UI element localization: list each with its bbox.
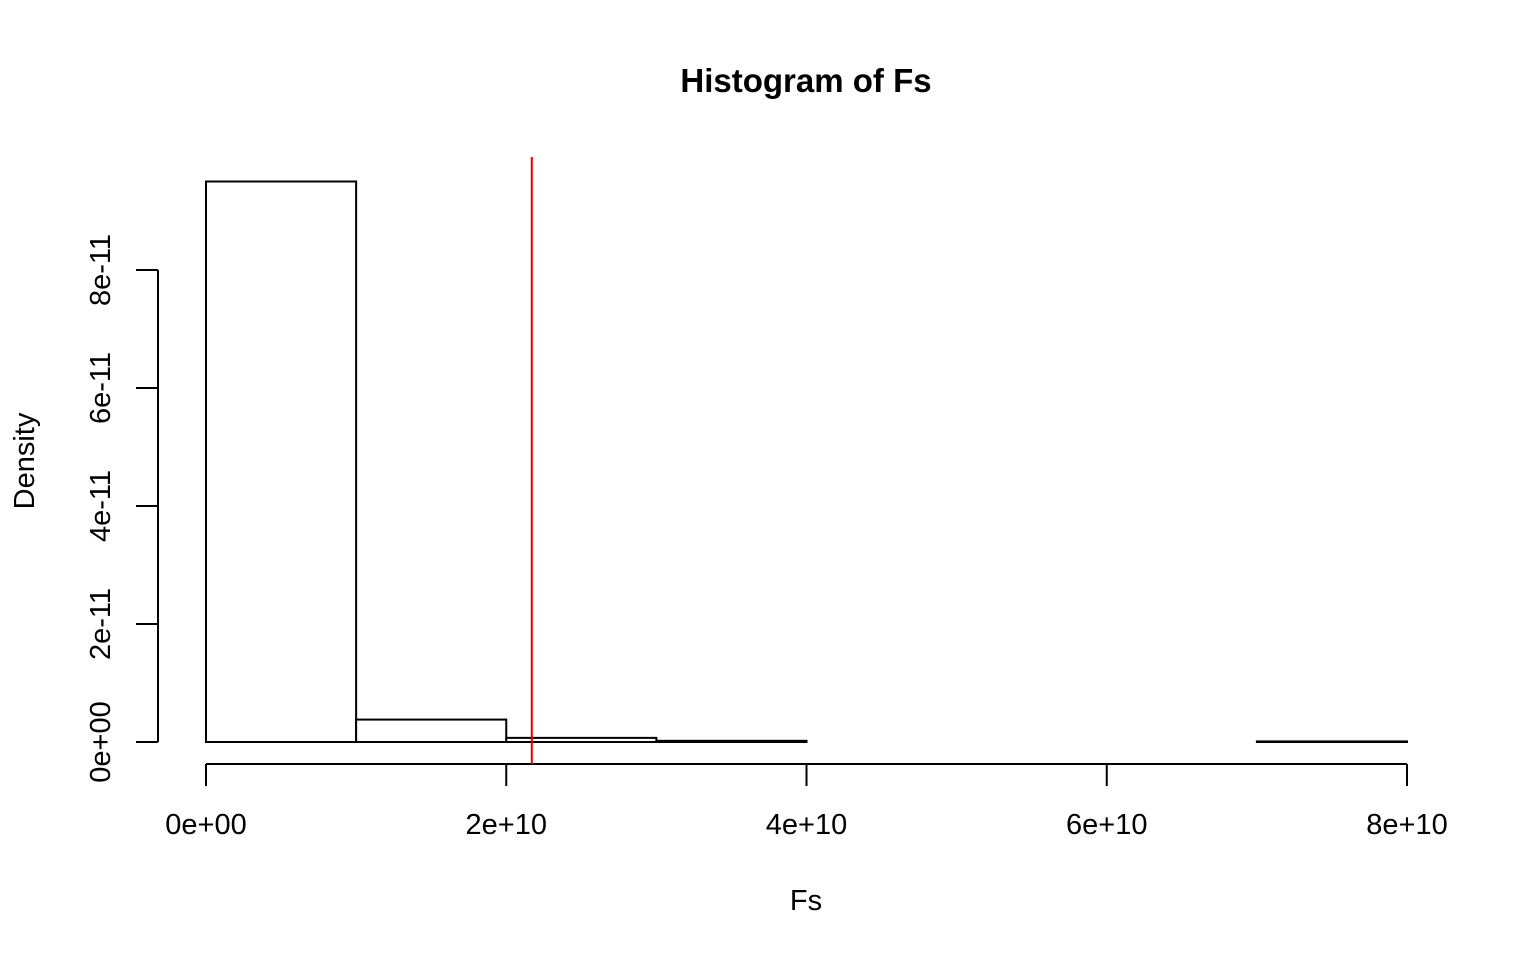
x-axis: 0e+00 2e+10 4e+10 6e+10 8e+10 bbox=[165, 763, 1448, 841]
x-tick-label-1: 0e+00 bbox=[165, 809, 246, 841]
y-axis-label: Density bbox=[9, 412, 41, 509]
histogram-bar-4 bbox=[655, 739, 808, 744]
y-tick-label-4: 6e-11 bbox=[85, 352, 117, 424]
y-tick-label-2: 2e-11 bbox=[85, 588, 117, 660]
histogram-bar-3 bbox=[505, 736, 658, 743]
y-tick-label-1: 0e+00 bbox=[85, 701, 117, 782]
x-tick-label-4: 6e+10 bbox=[1066, 809, 1147, 841]
x-tick-label-3: 4e+10 bbox=[766, 809, 847, 841]
histogram-bar-1 bbox=[205, 180, 358, 743]
y-tick-label-5: 8e-11 bbox=[85, 234, 117, 306]
histogram-bar-8 bbox=[1255, 740, 1408, 743]
y-tick-label-3: 4e-11 bbox=[85, 470, 117, 542]
x-tick-label-2: 2e+10 bbox=[466, 809, 547, 841]
histogram-bars bbox=[205, 180, 1408, 744]
x-tick-label-5: 8e+10 bbox=[1366, 809, 1447, 841]
y-axis: 0e+00 2e-11 4e-11 6e-11 8e-11 bbox=[85, 234, 159, 783]
histogram-bar-2 bbox=[355, 718, 508, 744]
chart-title: Histogram of Fs bbox=[680, 62, 931, 99]
x-axis-label: Fs bbox=[790, 885, 822, 917]
